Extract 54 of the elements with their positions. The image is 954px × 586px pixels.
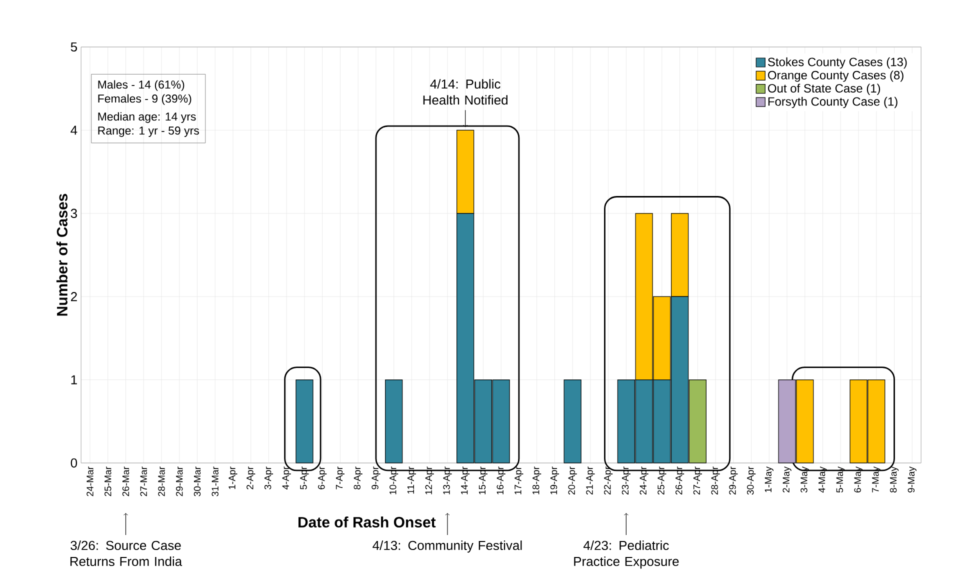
y-tick-label: 1 — [71, 375, 77, 384]
x-tick-label: 7-Apr — [336, 466, 344, 490]
text: 3/26: Source Case Returns From India — [70, 540, 182, 566]
x-tick-label: 30-Mar — [194, 466, 201, 496]
bar — [564, 379, 582, 464]
legend-label: Stokes County Cases (13) — [768, 57, 907, 69]
x-tick-label: 25-Mar — [104, 466, 112, 496]
bar — [385, 379, 403, 464]
x-tick-label: 2-May — [782, 466, 792, 492]
x-tick-label: 1-May — [764, 466, 774, 492]
x-tick-label: 3-May — [800, 466, 810, 493]
annotation: Females - 9 (39%) — [98, 94, 192, 105]
bar — [296, 379, 314, 464]
annotation: Median age: 14 yrs — [98, 112, 196, 123]
legend-label: Out of State Case (1) — [768, 84, 880, 95]
x-tick-label: 20-Apr — [568, 466, 577, 495]
x-tick-label: 3-Apr — [264, 466, 274, 490]
x-tick-label: 22-Apr — [604, 466, 613, 495]
x-tick-label: 27-Mar — [140, 466, 147, 496]
x-tick-label: 24-Mar — [86, 466, 94, 496]
annotation: Males - 14 (61%) — [98, 80, 184, 91]
x-tick-label: 19-Apr — [550, 466, 559, 494]
x-tick-label: 7-May — [872, 466, 881, 492]
x-tick-label: 30-Apr — [746, 466, 756, 495]
y-tick-label: 3 — [70, 208, 77, 218]
y-tick-label: 0 — [70, 458, 78, 468]
annotation: 4/14: Public Health Notified — [423, 79, 508, 105]
x-tick-label: 29-Mar — [176, 466, 183, 496]
annotation: Range: 1 yr - 59 yrs — [98, 126, 199, 137]
x-tick-label: 29-Apr — [729, 466, 738, 495]
x-tick-label: 9-Apr — [372, 466, 380, 490]
x-tick-label: 4-May — [818, 466, 828, 493]
x-tick-label: 6-Apr — [318, 466, 327, 490]
text: 4/23: Pediatric Practice Exposure — [574, 540, 679, 569]
y-tick-label: 2 — [70, 292, 77, 302]
text: 4/13: Community Festival — [372, 540, 522, 553]
x-axis-title: Date of Rash Onset — [298, 516, 436, 528]
x-tick-label: 28-Mar — [158, 466, 165, 496]
x-tick-label: 4-Apr — [282, 466, 291, 490]
x-tick-label: 26-Mar — [122, 466, 130, 496]
x-tick-label: 21-Apr — [586, 466, 595, 495]
x-tick-label: 1-Apr — [228, 466, 238, 490]
y-tick-label: 5 — [70, 42, 78, 52]
legend-label: Forsyth County Case (1) — [768, 96, 898, 108]
x-tick-label: 8-Apr — [354, 466, 362, 490]
x-tick-label: 8-May — [890, 466, 899, 492]
y-axis-title: Number of Cases — [56, 194, 68, 316]
x-tick-label: 18-Apr — [532, 466, 542, 494]
x-tick-label: 2-Apr — [246, 466, 256, 490]
legend-label: Orange County Cases (8) — [768, 70, 904, 82]
x-tick-label: 17-Apr — [514, 466, 524, 494]
y-tick-label: 4 — [70, 126, 78, 135]
x-tick-label: 9-May — [908, 466, 916, 492]
x-tick-label: 31-Mar — [212, 466, 218, 496]
